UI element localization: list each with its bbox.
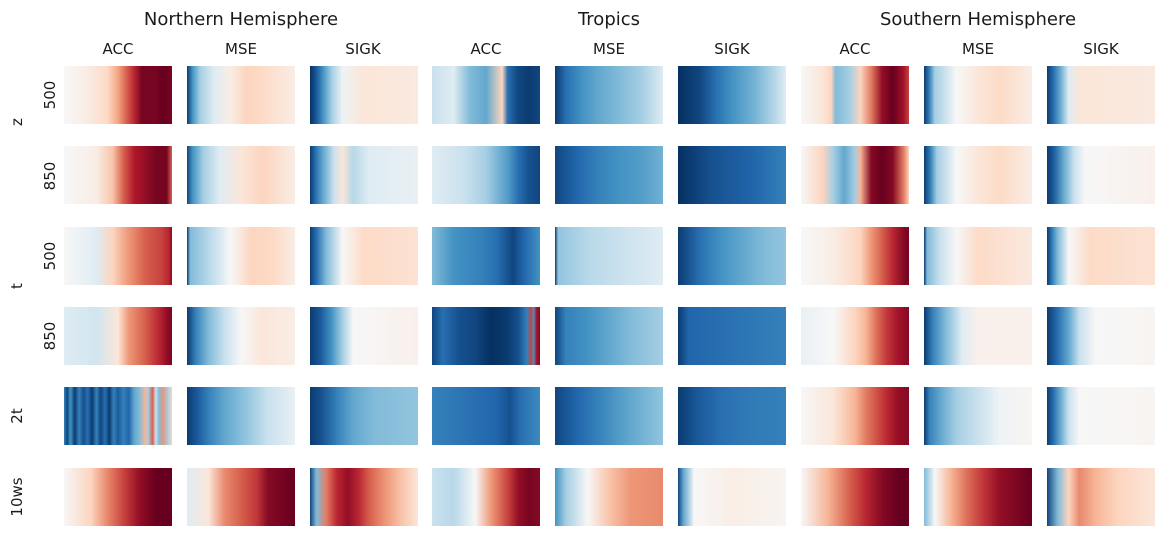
region-title-tropics: Tropics bbox=[577, 9, 640, 30]
heatmap-cell-z850-nh-sigk bbox=[310, 146, 418, 204]
region-title-northern: Northern Hemisphere bbox=[144, 9, 338, 30]
metric-title-nh-mse: MSE bbox=[225, 40, 257, 58]
heatmap-cell-z500-tr-acc bbox=[432, 66, 540, 124]
metric-title-sh-sigk: SIGK bbox=[1083, 40, 1120, 58]
heatmap-cell-t500-nh-sigk bbox=[310, 227, 418, 285]
heatmap-cell-z850-sh-acc bbox=[801, 146, 909, 204]
heatmap-cell-t850-tr-sigk bbox=[678, 307, 786, 365]
row-label-2t: 2t bbox=[8, 408, 26, 424]
heatmap-cell-t850-nh-acc bbox=[64, 307, 172, 365]
heatmap-cell-z850-sh-sigk bbox=[1047, 146, 1155, 204]
heatmap-cell-2t-nh-acc bbox=[64, 387, 172, 445]
heatmap-cell-2t-sh-sigk bbox=[1047, 387, 1155, 445]
heatmap-cell-2t-tr-sigk bbox=[678, 387, 786, 445]
heatmap-cell-10ws-tr-mse bbox=[555, 468, 663, 526]
metric-title-tr-sigk: SIGK bbox=[714, 40, 751, 58]
heatmap-cell-t850-tr-acc bbox=[432, 307, 540, 365]
heatmap-cell-2t-nh-sigk bbox=[310, 387, 418, 445]
heatmap-cell-t500-tr-mse bbox=[555, 227, 663, 285]
heatmap-cell-2t-nh-mse bbox=[187, 387, 295, 445]
heatmap-cell-10ws-sh-mse bbox=[924, 468, 1032, 526]
heatmap-cell-t500-sh-acc bbox=[801, 227, 909, 285]
heatmap-cell-z500-sh-mse bbox=[924, 66, 1032, 124]
metric-title-sh-mse: MSE bbox=[962, 40, 994, 58]
heatmap-cell-10ws-tr-acc bbox=[432, 468, 540, 526]
heatmap-cell-10ws-nh-mse bbox=[187, 468, 295, 526]
row-label-z-500: 500 bbox=[41, 81, 59, 110]
heatmap-cell-z500-nh-acc bbox=[64, 66, 172, 124]
heatmap-cell-t850-tr-mse bbox=[555, 307, 663, 365]
region-title-southern: Southern Hemisphere bbox=[880, 9, 1076, 30]
metric-title-tr-acc: ACC bbox=[471, 40, 502, 58]
metric-title-tr-mse: MSE bbox=[593, 40, 625, 58]
metric-title-nh-sigk: SIGK bbox=[345, 40, 382, 58]
heatmap-cell-z850-tr-acc bbox=[432, 146, 540, 204]
heatmap-cell-2t-sh-mse bbox=[924, 387, 1032, 445]
metric-title-nh-acc: ACC bbox=[103, 40, 134, 58]
variable-label-z: z bbox=[8, 118, 26, 126]
heatmap-cell-t500-tr-sigk bbox=[678, 227, 786, 285]
heatmap-cell-z850-nh-acc bbox=[64, 146, 172, 204]
heatmap-cell-10ws-nh-acc bbox=[64, 468, 172, 526]
heatmap-cell-2t-tr-acc bbox=[432, 387, 540, 445]
heatmap-cell-10ws-sh-acc bbox=[801, 468, 909, 526]
metric-title-sh-acc: ACC bbox=[840, 40, 871, 58]
row-label-t-500: 500 bbox=[41, 242, 59, 271]
heatmap-cell-z850-sh-mse bbox=[924, 146, 1032, 204]
row-label-t-850: 850 bbox=[41, 322, 59, 351]
heatmap-cell-10ws-nh-sigk bbox=[310, 468, 418, 526]
variable-label-t: t bbox=[8, 283, 26, 289]
heatmap-cell-t850-nh-sigk bbox=[310, 307, 418, 365]
heatmap-cell-z850-tr-sigk bbox=[678, 146, 786, 204]
heatmap-cell-t850-sh-sigk bbox=[1047, 307, 1155, 365]
heatmap-cell-2t-sh-acc bbox=[801, 387, 909, 445]
heatmap-cell-t500-nh-acc bbox=[64, 227, 172, 285]
heatmap-cell-z500-sh-sigk bbox=[1047, 66, 1155, 124]
row-label-10ws: 10ws bbox=[8, 477, 26, 516]
row-label-z-850: 850 bbox=[41, 162, 59, 191]
heatmap-cell-z500-tr-mse bbox=[555, 66, 663, 124]
heatmap-cell-z500-sh-acc bbox=[801, 66, 909, 124]
heatmap-cell-t850-sh-mse bbox=[924, 307, 1032, 365]
heatmap-cell-t500-tr-acc bbox=[432, 227, 540, 285]
heatmap-cell-10ws-tr-sigk bbox=[678, 468, 786, 526]
heatmap-cell-2t-tr-mse bbox=[555, 387, 663, 445]
heatmap-cell-t850-sh-acc bbox=[801, 307, 909, 365]
heatmap-cell-z850-nh-mse bbox=[187, 146, 295, 204]
heatmap-cell-z500-nh-mse bbox=[187, 66, 295, 124]
heatmap-cell-z500-nh-sigk bbox=[310, 66, 418, 124]
heatmap-cell-t850-nh-mse bbox=[187, 307, 295, 365]
heatmap-cell-t500-sh-sigk bbox=[1047, 227, 1155, 285]
heatmap-cell-z500-tr-sigk bbox=[678, 66, 786, 124]
heatmap-cell-z850-tr-mse bbox=[555, 146, 663, 204]
heatmap-cell-t500-nh-mse bbox=[187, 227, 295, 285]
heatmap-cell-10ws-sh-sigk bbox=[1047, 468, 1155, 526]
heatmap-cell-t500-sh-mse bbox=[924, 227, 1032, 285]
